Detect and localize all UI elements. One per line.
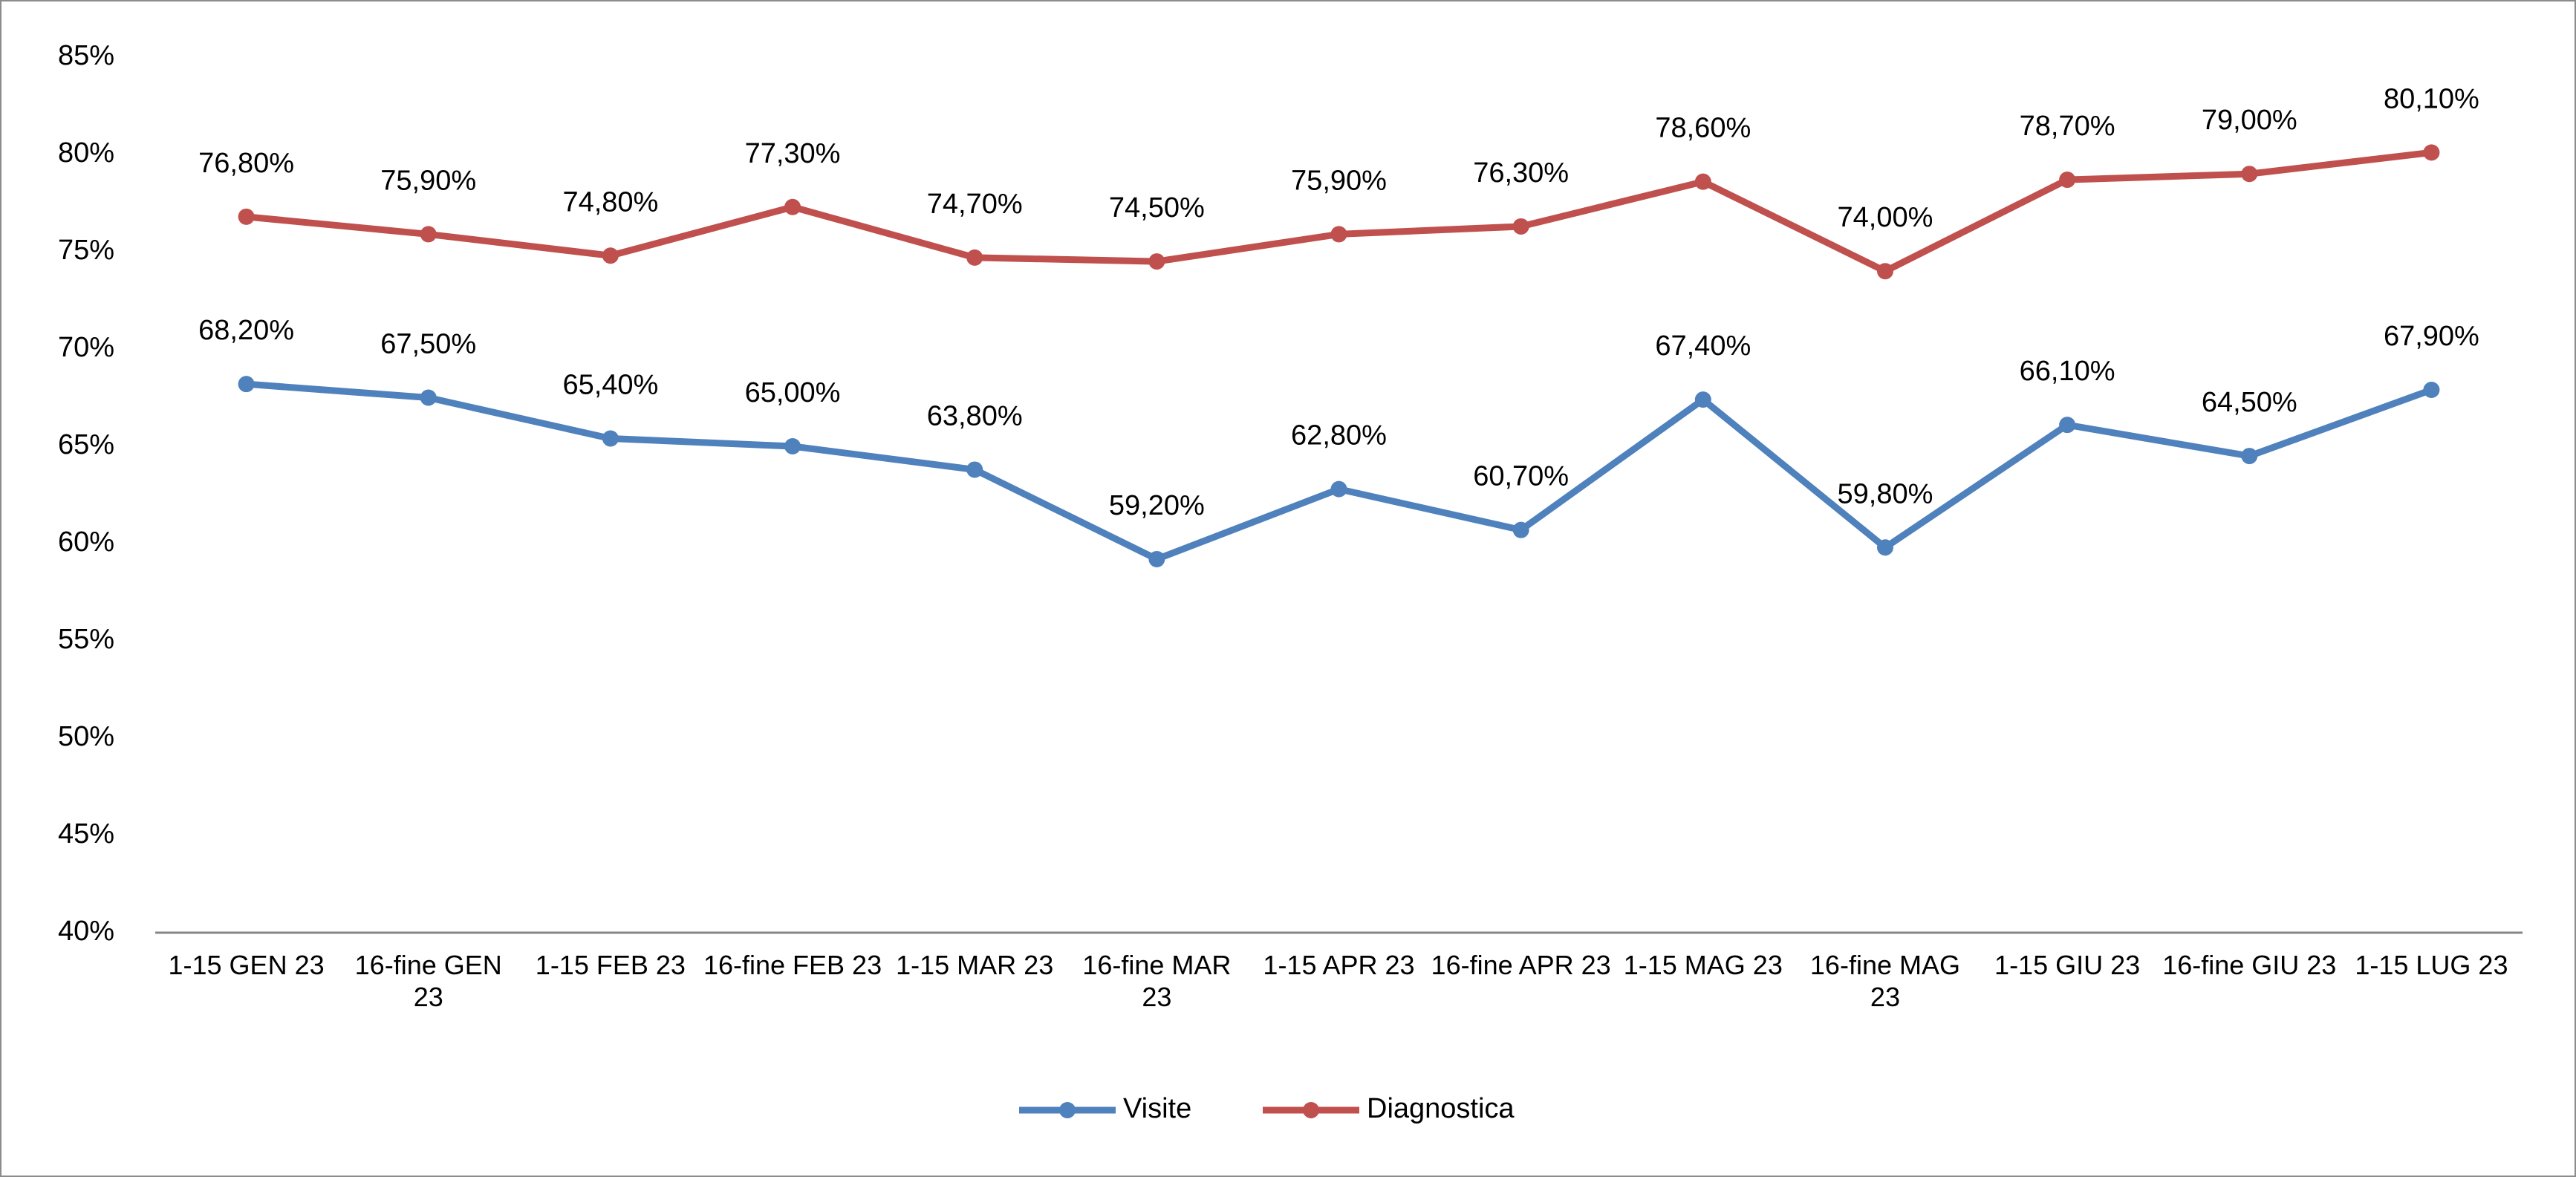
data-label: 66,10% <box>2020 356 2115 387</box>
point <box>1330 480 1347 498</box>
y-tick-label: 70% <box>58 332 114 363</box>
point <box>1148 550 1165 567</box>
y-tick-label: 65% <box>58 429 114 460</box>
data-label: 74,70% <box>927 189 1023 220</box>
point <box>1876 263 1893 280</box>
data-label: 67,40% <box>1655 330 1751 362</box>
data-label: 74,50% <box>1109 192 1205 224</box>
data-label: 63,80% <box>927 400 1023 431</box>
y-tick-label: 85% <box>58 40 114 71</box>
point <box>2241 166 2258 183</box>
point <box>238 208 255 225</box>
y-tick-label: 50% <box>58 721 114 752</box>
data-label: 75,90% <box>1291 165 1387 196</box>
data-label: 77,30% <box>745 138 841 169</box>
point <box>602 247 619 264</box>
point <box>2423 144 2440 161</box>
data-label: 78,70% <box>2020 111 2115 142</box>
data-label: 74,80% <box>562 186 658 218</box>
y-tick-label: 40% <box>58 916 114 947</box>
x-tick-label: 1-15 GEN 23 <box>168 950 325 980</box>
data-label: 62,80% <box>1291 420 1387 451</box>
point <box>2059 172 2076 189</box>
point <box>784 438 801 454</box>
x-tick-label: 16-fine MAG 23 <box>1809 950 1960 1013</box>
data-label: 59,20% <box>1109 490 1205 521</box>
point <box>1148 253 1165 270</box>
x-tick-label: 1-15 LUG 23 <box>2355 950 2508 980</box>
legend-marker <box>1059 1102 1076 1118</box>
x-tick-label: 1-15 MAR 23 <box>896 950 1054 980</box>
point <box>2241 448 2258 465</box>
data-label: 74,00% <box>1838 202 1933 233</box>
x-tick-label: 16-fine GEN 23 <box>354 950 502 1013</box>
data-label: 78,60% <box>1655 113 1751 144</box>
data-label: 68,20% <box>198 315 294 346</box>
data-label: 80,10% <box>2384 83 2479 114</box>
point <box>602 430 619 447</box>
y-tick-label: 60% <box>58 526 114 558</box>
point <box>1330 226 1347 243</box>
x-tick-label: 16-fine APR 23 <box>1431 950 1611 980</box>
y-tick-label: 75% <box>58 235 114 266</box>
point <box>238 376 255 393</box>
point <box>1694 391 1711 408</box>
data-label: 65,00% <box>745 377 841 408</box>
data-label: 75,90% <box>380 165 476 196</box>
data-label: 76,80% <box>198 148 294 179</box>
x-tick-label: 1-15 APR 23 <box>1263 950 1415 980</box>
y-tick-label: 55% <box>58 624 114 655</box>
y-tick-label: 45% <box>58 818 114 850</box>
y-tick-label: 80% <box>58 137 114 169</box>
point <box>1512 521 1529 538</box>
point <box>966 461 983 478</box>
data-label: 67,90% <box>2384 321 2479 352</box>
data-label: 79,00% <box>2202 105 2297 136</box>
data-label: 60,70% <box>1473 461 1569 492</box>
x-tick-label: 16-fine FEB 23 <box>703 950 882 980</box>
legend-label: Diagnostica <box>1367 1093 1515 1124</box>
data-label: 64,50% <box>2202 387 2297 418</box>
x-tick-label: 1-15 GIU 23 <box>1994 950 2141 980</box>
series-line <box>246 380 2433 563</box>
data-label: 65,40% <box>562 370 658 401</box>
data-label: 76,30% <box>1473 157 1569 189</box>
point <box>784 198 801 215</box>
x-tick-label: 16-fine GIU 23 <box>2162 950 2337 980</box>
point <box>1876 539 1893 556</box>
x-tick-label: 16-fine MAR 23 <box>1082 950 1232 1013</box>
point <box>2423 382 2440 399</box>
point <box>420 389 437 406</box>
data-label: 59,80% <box>1838 478 1933 509</box>
data-label: 67,50% <box>380 329 476 360</box>
point <box>966 249 983 266</box>
x-tick-label: 1-15 MAG 23 <box>1623 950 1783 980</box>
point <box>420 226 437 243</box>
legend-label: Visite <box>1123 1093 1191 1124</box>
point <box>1694 173 1711 190</box>
x-tick-label: 1-15 FEB 23 <box>535 950 686 980</box>
legend-marker <box>1303 1102 1319 1118</box>
point <box>2059 417 2076 434</box>
point <box>1512 218 1529 235</box>
